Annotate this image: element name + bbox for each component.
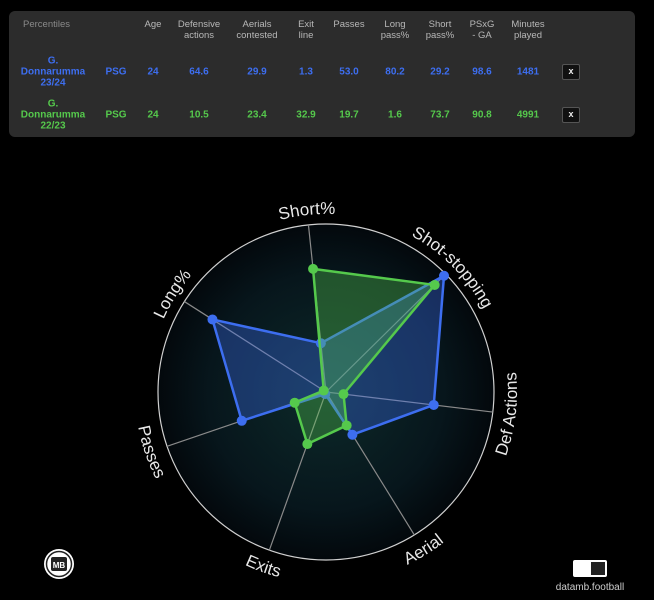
team: PSG	[105, 66, 127, 78]
radar-axis-label: Short%	[277, 199, 336, 224]
radar-point	[207, 314, 218, 325]
team: PSG	[105, 109, 127, 121]
radar-point	[318, 385, 329, 396]
aerials-contested: 29.9	[247, 66, 267, 78]
header-short-pass: Short pass%	[425, 19, 455, 41]
radar-point	[338, 389, 349, 400]
radar-series-area	[211, 274, 446, 436]
header-defensive-actions: Defensive actions	[177, 19, 221, 41]
age: 24	[147, 66, 159, 78]
header-age: Age	[144, 19, 162, 30]
svg-text:MB: MB	[53, 561, 66, 570]
radar-point	[289, 397, 300, 408]
header-minutes-played: Minutes played	[511, 19, 545, 41]
defensive-actions: 10.5	[189, 109, 209, 121]
toggle-knob	[591, 562, 605, 575]
passes: 53.0	[339, 66, 359, 78]
radar-point	[308, 263, 319, 274]
theme-toggle[interactable]	[573, 560, 607, 577]
short-pass: 29.2	[430, 66, 450, 78]
exit-line: 32.9	[296, 109, 316, 121]
radar-point	[236, 415, 247, 426]
radar-point	[429, 279, 440, 290]
psxg-ga: 90.8	[472, 109, 492, 121]
player-name: G. Donnarumma 23/24	[20, 55, 86, 89]
header-long-pass: Long pass%	[380, 19, 410, 41]
short-pass: 73.7	[430, 109, 450, 121]
brand-label: datamb.football	[555, 582, 625, 593]
radar-spoke	[325, 391, 493, 413]
header-passes: Passes	[333, 19, 365, 30]
comparison-table: Percentiles Age Defensive actions Aerials…	[9, 11, 635, 137]
header-exit-line: Exit line	[298, 19, 314, 41]
radar-axis-label: Exits	[243, 551, 283, 581]
defensive-actions: 64.6	[189, 66, 209, 78]
minutes-played: 4991	[516, 109, 540, 121]
passes: 19.7	[339, 109, 359, 121]
exit-line: 1.3	[299, 66, 313, 78]
radar-point	[439, 270, 450, 281]
long-pass: 80.2	[385, 66, 405, 78]
player-name: G. Donnarumma 22/23	[20, 98, 86, 132]
remove-row-button[interactable]: x	[562, 64, 580, 80]
radar-point	[347, 429, 358, 440]
header-psxg-ga: PSxG - GA	[469, 19, 495, 41]
radar-series-area	[293, 267, 436, 446]
age: 24	[147, 109, 159, 121]
remove-row-button[interactable]: x	[562, 107, 580, 123]
header-percentiles: Percentiles	[23, 19, 70, 30]
radar-point	[302, 439, 313, 450]
radar-axis-label: Def Actions	[492, 372, 521, 458]
header-aerials-contested: Aerials contested	[236, 19, 278, 41]
radar-point	[428, 399, 439, 410]
mb-logo-icon: MB	[44, 549, 74, 579]
aerials-contested: 23.4	[247, 109, 267, 121]
radar-spoke	[268, 391, 327, 551]
minutes-played: 1481	[516, 66, 540, 78]
psxg-ga: 98.6	[472, 66, 492, 78]
radar-point	[341, 420, 352, 431]
radar-spoke	[184, 301, 327, 393]
long-pass: 1.6	[388, 109, 402, 121]
